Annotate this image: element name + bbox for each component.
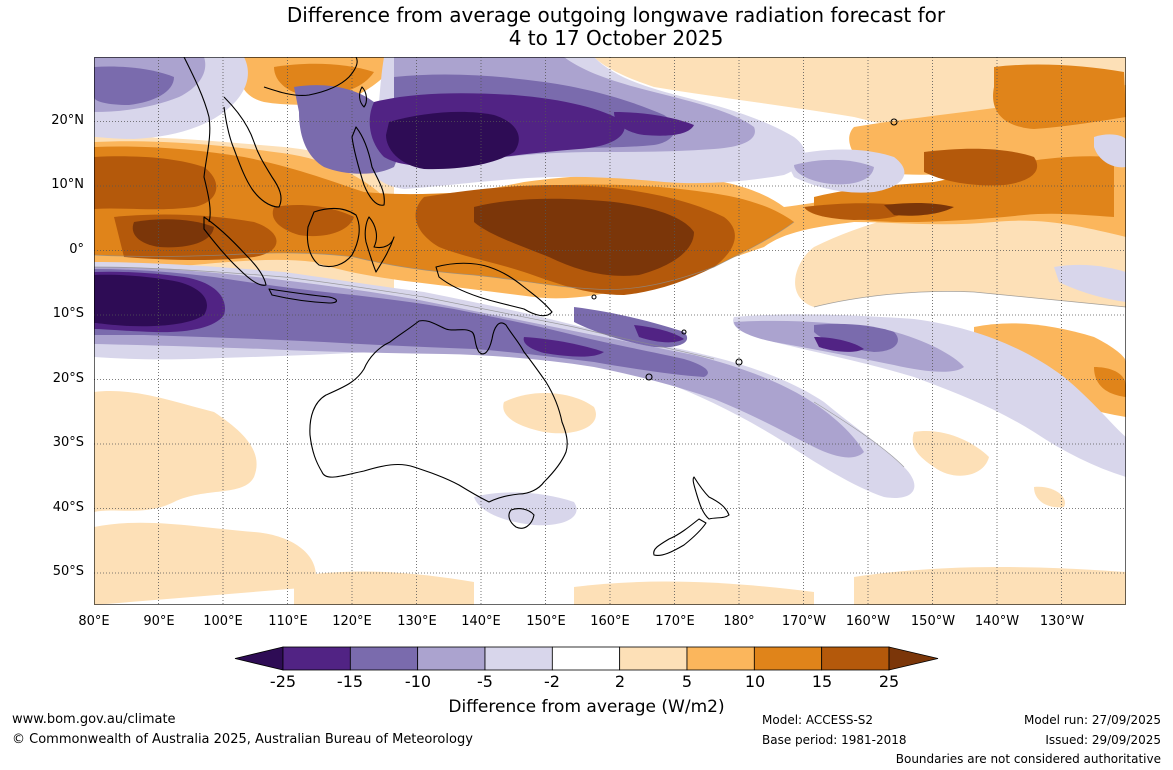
colorbar-segment [551,646,621,671]
colorbar-tick: 15 [811,672,833,691]
lon-label-170w: 170°W [781,614,827,629]
colorbar-tick: -2 [544,672,560,691]
title-line-2: 4 to 17 October 2025 [508,26,724,50]
lat-label-30s: 30°S [52,435,84,450]
colorbar-segment [753,646,823,671]
vanuatu-islands [681,329,687,335]
colorbar-segment [686,646,755,671]
lon-label-160e: 160°E [590,614,630,629]
colorbar-arrow-low [234,646,284,671]
colorbar-tick: -5 [477,672,493,691]
sulawesi-coast [364,216,395,273]
china-coast [263,57,358,96]
lon-label-140w: 140°W [974,614,1020,629]
colorbar-tick: 2 [614,672,626,691]
lat-label-40s: 40°S [52,500,84,515]
positive-extreme [132,198,954,276]
colorbar-segment [282,646,351,671]
footer-model-run: Model run: 27/09/2025 [1023,713,1161,727]
lon-label-80e: 80°E [78,614,110,629]
footer-base-period: Base period: 1981-2018 [762,733,907,747]
lon-label-150w: 150°W [910,614,956,629]
lat-label-20n: 20°N [51,113,84,128]
coastlines [183,57,898,556]
negative-extreme [94,111,519,327]
colorbar-tick: -15 [336,672,364,691]
java-coast [268,288,338,304]
lon-label-90e: 90°E [143,614,175,629]
nz-south-coast [653,518,707,556]
footer-issued: Issued: 29/09/2025 [1045,733,1161,747]
sumatra-coast [203,216,267,286]
indochina-coast [183,57,282,223]
contour-lines [94,221,1126,468]
southern-positive-patches [94,391,1126,605]
nz-north-coast [692,476,730,520]
lon-label-160w: 160°W [845,614,891,629]
fiji-islands [735,358,743,366]
colorbar-segment [484,646,553,671]
lon-label-100e: 100°E [203,614,243,629]
lat-label-10n: 10°N [51,177,84,192]
lon-label-140e: 140°E [461,614,501,629]
colorbar-segment [417,646,486,671]
lon-label-110e: 110°E [268,614,308,629]
footer-url: www.bom.gov.au/climate [12,712,176,727]
graticule [94,57,1126,605]
colorbar-tick: 25 [878,672,900,691]
colorbar-tick: 10 [744,672,766,691]
lat-label-50s: 50°S [52,564,84,579]
footer-model: Model: ACCESS-S2 [762,713,874,727]
lon-label-180: 180° [723,614,755,629]
lon-label-130e: 130°E [397,614,437,629]
map-frame [94,57,1126,605]
colorbar-tick: 5 [681,672,693,691]
solomon-islands [591,294,597,300]
borneo-coast [306,208,360,268]
australia-coast [309,320,568,503]
footer-copyright: © Commonwealth of Australia 2025, Austra… [12,732,473,747]
lat-label-10s: 10°S [52,306,84,321]
lon-label-170e: 170°E [655,614,695,629]
colorbar-tick: -25 [269,672,297,691]
colorbar-tick: -10 [404,672,432,691]
lon-label-120e: 120°E [332,614,372,629]
taiwan-coast [359,86,367,108]
new-guinea-coast [435,262,553,317]
footer-boundaries: Boundaries are not considered authoritat… [895,752,1161,766]
hawaii-islands [890,118,898,126]
title-line-1: Difference from average outgoing longwav… [286,3,946,27]
anomaly-map [94,57,1126,605]
colorbar-segment [349,646,419,671]
new-caledonia [645,373,653,381]
tasmania-coast [508,508,535,529]
chart-title: Difference from average outgoing longwav… [0,4,1173,50]
colorbar-label: Difference from average (W/m2) [448,697,725,717]
colorbar-segment [821,646,890,671]
colorbar-segment [619,646,688,671]
lat-label-20s: 20°S [52,371,84,386]
lon-label-150e: 150°E [526,614,566,629]
colorbar-arrow-high [888,646,939,671]
lon-label-130w: 130°W [1039,614,1085,629]
philippines-coast [351,126,385,206]
lat-label-0: 0° [69,242,84,257]
